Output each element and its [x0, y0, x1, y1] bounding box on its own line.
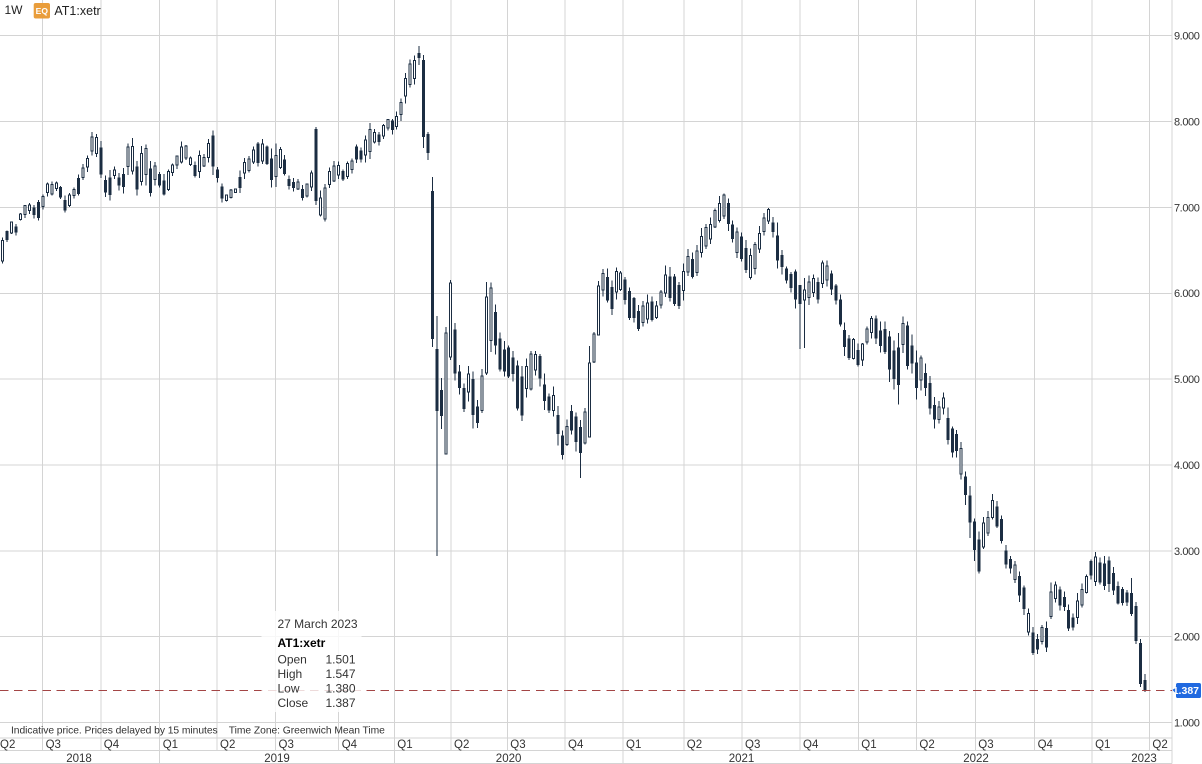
- svg-text:AT1:xetr: AT1:xetr: [278, 636, 326, 650]
- svg-text:8.000: 8.000: [1174, 117, 1200, 129]
- svg-text:3.000: 3.000: [1174, 546, 1200, 558]
- svg-text:Q1: Q1: [397, 739, 412, 751]
- svg-text:Q2: Q2: [687, 739, 702, 751]
- svg-text:Q3: Q3: [978, 739, 993, 751]
- svg-text:2018: 2018: [66, 753, 92, 764]
- svg-text:27 March 2023: 27 March 2023: [278, 617, 358, 631]
- svg-text:1W: 1W: [5, 3, 24, 17]
- svg-text:EQ: EQ: [36, 6, 49, 16]
- svg-text:Q3: Q3: [279, 739, 294, 751]
- svg-text:9.000: 9.000: [1174, 31, 1200, 43]
- svg-text:AT1:xetr: AT1:xetr: [54, 4, 100, 18]
- svg-text:Q4: Q4: [1038, 739, 1054, 751]
- svg-text:Q2: Q2: [0, 739, 15, 751]
- svg-text:Q4: Q4: [342, 739, 358, 751]
- svg-text:Q2: Q2: [220, 739, 235, 751]
- svg-text:2023: 2023: [1131, 753, 1157, 764]
- svg-text:Q2: Q2: [1152, 739, 1167, 751]
- svg-text:Q4: Q4: [568, 739, 584, 751]
- svg-text:Q1: Q1: [626, 739, 641, 751]
- svg-text:Low: Low: [278, 682, 300, 696]
- svg-text:Q2: Q2: [919, 739, 934, 751]
- svg-text:1.547: 1.547: [325, 667, 355, 681]
- svg-text:2022: 2022: [963, 753, 989, 764]
- svg-text:Q1: Q1: [163, 739, 178, 751]
- svg-text:Q1: Q1: [861, 739, 876, 751]
- svg-text:Q3: Q3: [745, 739, 760, 751]
- svg-text:Q1: Q1: [1095, 739, 1110, 751]
- svg-text:7.000: 7.000: [1174, 202, 1200, 214]
- svg-text:Q4: Q4: [803, 739, 819, 751]
- svg-text:2020: 2020: [496, 753, 522, 764]
- svg-text:2.000: 2.000: [1174, 632, 1200, 644]
- svg-text:1.380: 1.380: [325, 682, 355, 696]
- svg-text:Q3: Q3: [510, 739, 525, 751]
- svg-text:Q3: Q3: [46, 739, 61, 751]
- svg-text:4.000: 4.000: [1174, 460, 1200, 472]
- svg-text:High: High: [278, 667, 303, 681]
- svg-text:Close: Close: [278, 696, 309, 710]
- svg-text:Time Zone: Greenwich Mean Time: Time Zone: Greenwich Mean Time: [229, 726, 385, 737]
- svg-text:Q2: Q2: [454, 739, 469, 751]
- svg-text:6.000: 6.000: [1174, 288, 1200, 300]
- svg-text:1.387: 1.387: [1173, 685, 1199, 697]
- svg-text:2019: 2019: [264, 753, 290, 764]
- svg-text:5.000: 5.000: [1174, 374, 1200, 386]
- svg-text:1.387: 1.387: [325, 696, 355, 710]
- svg-text:Q4: Q4: [104, 739, 120, 751]
- svg-text:Indicative price. Prices delay: Indicative price. Prices delayed by 15 m…: [11, 726, 218, 737]
- svg-text:2021: 2021: [729, 753, 755, 764]
- svg-text:1.000: 1.000: [1174, 718, 1200, 730]
- svg-text:Open: Open: [278, 653, 307, 667]
- svg-text:1.501: 1.501: [325, 653, 355, 667]
